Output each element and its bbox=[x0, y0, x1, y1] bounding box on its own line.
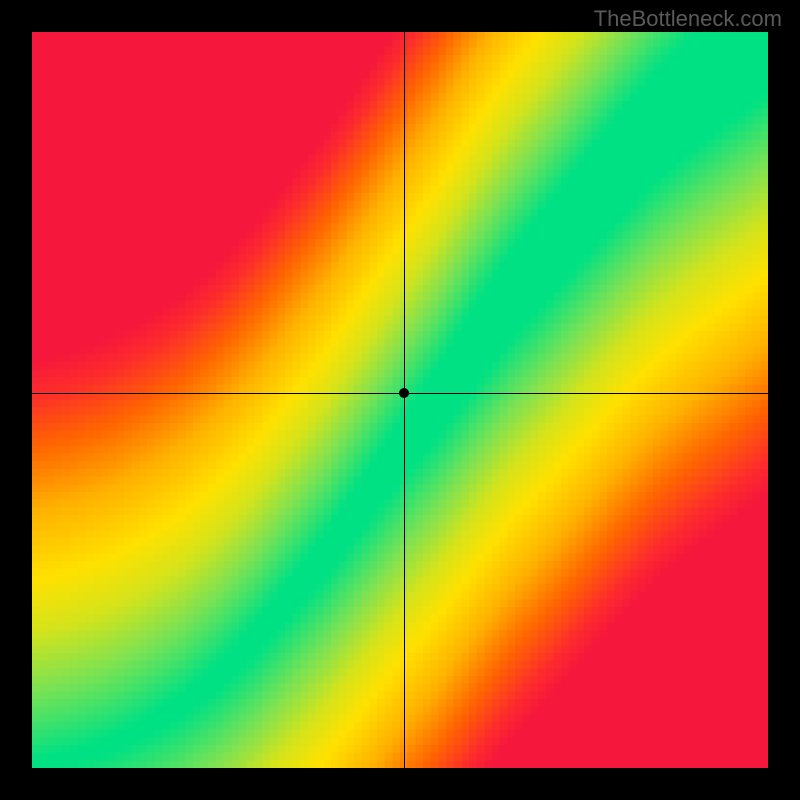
heatmap-frame bbox=[32, 32, 768, 768]
watermark-text: TheBottleneck.com bbox=[594, 6, 782, 32]
crosshair-vertical bbox=[404, 32, 405, 768]
bottleneck-heatmap bbox=[32, 32, 768, 768]
selection-marker bbox=[399, 388, 409, 398]
